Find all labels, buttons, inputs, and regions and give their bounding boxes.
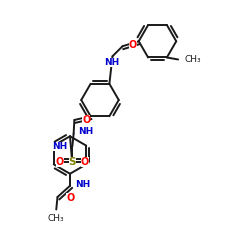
Text: S: S xyxy=(68,157,76,167)
Text: CH₃: CH₃ xyxy=(184,55,201,64)
Text: NH: NH xyxy=(104,58,119,66)
Text: NH: NH xyxy=(78,127,94,136)
Text: CH₃: CH₃ xyxy=(48,214,64,223)
Text: NH: NH xyxy=(75,180,90,189)
Text: O: O xyxy=(81,157,89,167)
Text: O: O xyxy=(56,157,64,167)
Text: O: O xyxy=(82,115,90,125)
Text: O: O xyxy=(129,40,137,50)
Text: NH: NH xyxy=(52,142,68,151)
Text: O: O xyxy=(66,192,74,202)
